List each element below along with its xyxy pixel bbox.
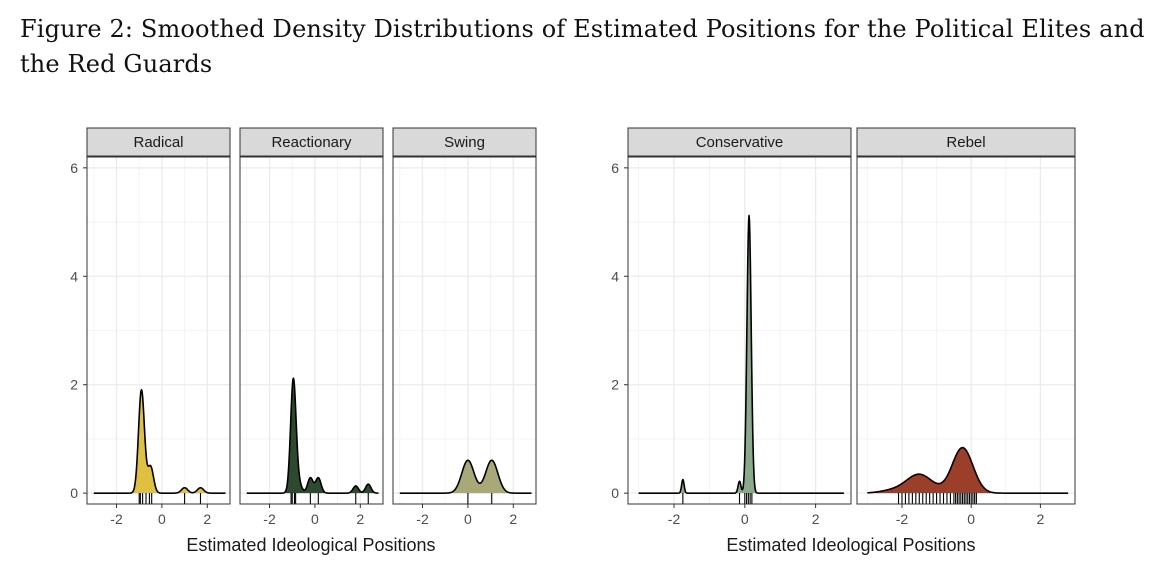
x-axis-title: Estimated Ideological Positions <box>726 535 975 555</box>
facet-panel-radical: Radical -2 0 2 <box>86 127 231 527</box>
panel-border <box>627 156 852 505</box>
y-tick-label: 2 <box>611 377 619 393</box>
x-tick-label: 2 <box>1036 511 1044 527</box>
panel-border <box>86 156 231 505</box>
x-tick-label: 0 <box>741 511 749 527</box>
x-tick-label: 0 <box>158 511 166 527</box>
facet-strip <box>856 127 1076 157</box>
x-tick-label: 2 <box>812 511 820 527</box>
facet-strip <box>239 127 384 157</box>
x-tick-label: 0 <box>464 511 472 527</box>
x-tick-label: -2 <box>896 511 909 527</box>
facet-panel-rebel: Rebel -2 0 2 <box>856 127 1076 527</box>
x-tick-label: -2 <box>110 511 123 527</box>
density-area <box>867 447 1069 494</box>
y-tick-label: 2 <box>70 377 78 393</box>
facet-strip <box>392 127 537 157</box>
facet-strip-label: Rebel <box>946 134 985 151</box>
facet-strip <box>86 127 231 157</box>
density-line <box>93 388 226 494</box>
x-tick-label: 2 <box>356 511 364 527</box>
facet-strip <box>627 127 852 157</box>
x-tick-label: -2 <box>416 511 429 527</box>
x-axis-title: Estimated Ideological Positions <box>186 535 435 555</box>
density-line <box>399 459 532 494</box>
x-tick-label: 2 <box>509 511 517 527</box>
facet-panel-swing: Swing -2 0 2 <box>392 127 537 527</box>
x-tick-label: 2 <box>203 511 211 527</box>
facet-panel-reactionary: Reactionary -2 0 2 <box>239 127 384 527</box>
panel-border <box>856 156 1076 505</box>
x-tick-label: 0 <box>311 511 319 527</box>
y-tick-label: 4 <box>70 268 78 284</box>
panel-border <box>392 156 537 505</box>
y-tick-label: 6 <box>70 160 78 176</box>
density-line <box>246 377 379 494</box>
x-tick-label: -2 <box>263 511 276 527</box>
figure-caption: Figure 2: Smoothed Density Distributions… <box>20 15 1145 78</box>
panel-border <box>239 156 384 505</box>
density-area <box>399 460 532 494</box>
density-line <box>866 446 1069 494</box>
y-tick-label: 6 <box>611 160 619 176</box>
x-tick-label: 0 <box>967 511 975 527</box>
facet-strip-label: Reactionary <box>271 134 352 151</box>
facet-strip-label: Conservative <box>696 134 784 151</box>
density-line <box>638 214 845 494</box>
facet-strip-label: Radical <box>133 134 183 151</box>
y-tick-label: 4 <box>611 268 619 284</box>
y-tick-label: 0 <box>70 485 78 501</box>
facet-strip-label: Swing <box>444 134 485 151</box>
x-tick-label: -2 <box>668 511 681 527</box>
y-tick-label: 0 <box>611 485 619 501</box>
facet-panel-conservative: Conservative -2 0 2 <box>627 127 852 527</box>
